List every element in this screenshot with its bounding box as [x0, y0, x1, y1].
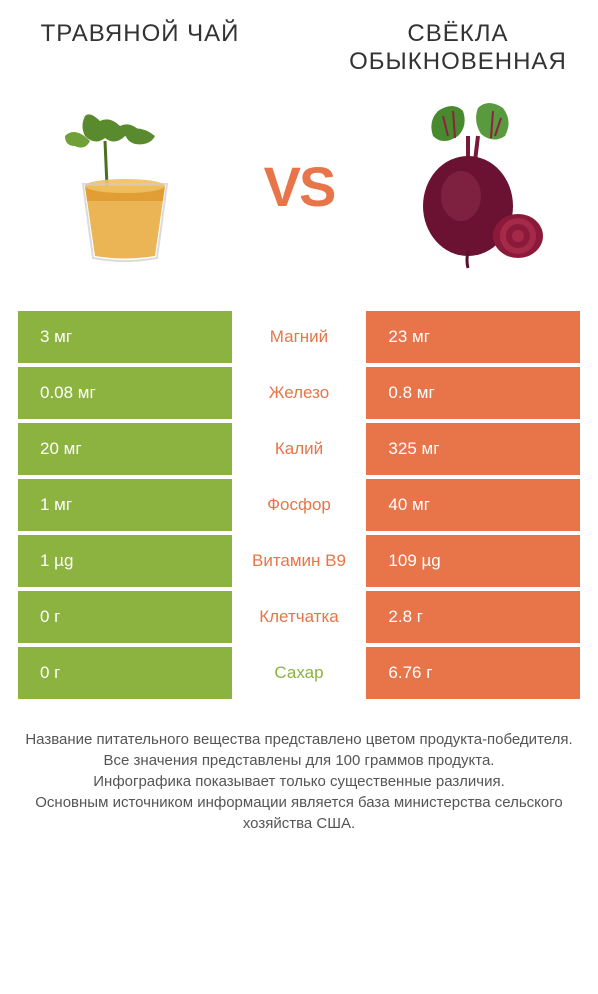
- table-row: 3 мгМагний23 мг: [18, 311, 580, 363]
- nutrient-name-cell: Калий: [232, 423, 367, 475]
- nutrient-name-cell: Фосфор: [232, 479, 367, 531]
- images-row: VS: [10, 86, 588, 286]
- footer-line: Основным источником информации является …: [20, 792, 578, 834]
- table-row: 20 мгКалий325 мг: [18, 423, 580, 475]
- titles-row: ТРАВЯНОЙ ЧАЙ СВЁКЛА ОБЫКНОВЕННАЯ: [10, 20, 588, 76]
- beet-image: [383, 96, 563, 276]
- right-value-cell: 0.8 мг: [366, 367, 580, 419]
- right-value-cell: 109 µg: [366, 535, 580, 587]
- table-row: 0.08 мгЖелезо0.8 мг: [18, 367, 580, 419]
- herbal-tea-image: [35, 96, 215, 276]
- right-value-cell: 2.8 г: [366, 591, 580, 643]
- left-value-cell: 0 г: [18, 591, 232, 643]
- nutrient-name-cell: Витамин B9: [232, 535, 367, 587]
- table-row: 1 µgВитамин B9109 µg: [18, 535, 580, 587]
- nutrient-name-cell: Железо: [232, 367, 367, 419]
- table-row: 0 гКлетчатка2.8 г: [18, 591, 580, 643]
- right-value-cell: 325 мг: [366, 423, 580, 475]
- table-row: 0 гСахар6.76 г: [18, 647, 580, 699]
- nutrition-table: 3 мгМагний23 мг0.08 мгЖелезо0.8 мг20 мгК…: [10, 311, 588, 699]
- left-value-cell: 1 µg: [18, 535, 232, 587]
- footer-line: Все значения представлены для 100 граммо…: [20, 750, 578, 771]
- footer-notes: Название питательного вещества представл…: [10, 729, 588, 834]
- table-row: 1 мгФосфор40 мг: [18, 479, 580, 531]
- footer-line: Название питательного вещества представл…: [20, 729, 578, 750]
- left-value-cell: 0 г: [18, 647, 232, 699]
- left-value-cell: 20 мг: [18, 423, 232, 475]
- right-value-cell: 23 мг: [366, 311, 580, 363]
- right-value-cell: 6.76 г: [366, 647, 580, 699]
- infographic-container: ТРАВЯНОЙ ЧАЙ СВЁКЛА ОБЫКНОВЕННАЯ VS: [0, 0, 598, 994]
- right-value-cell: 40 мг: [366, 479, 580, 531]
- footer-line: Инфографика показывает только существенн…: [20, 771, 578, 792]
- left-value-cell: 1 мг: [18, 479, 232, 531]
- vs-label: VS: [264, 154, 335, 219]
- nutrient-name-cell: Магний: [232, 311, 367, 363]
- nutrient-name-cell: Сахар: [232, 647, 367, 699]
- nutrient-name-cell: Клетчатка: [232, 591, 367, 643]
- left-product-title: ТРАВЯНОЙ ЧАЙ: [10, 20, 270, 76]
- left-value-cell: 0.08 мг: [18, 367, 232, 419]
- right-product-title: СВЁКЛА ОБЫКНОВЕННАЯ: [328, 20, 588, 76]
- left-value-cell: 3 мг: [18, 311, 232, 363]
